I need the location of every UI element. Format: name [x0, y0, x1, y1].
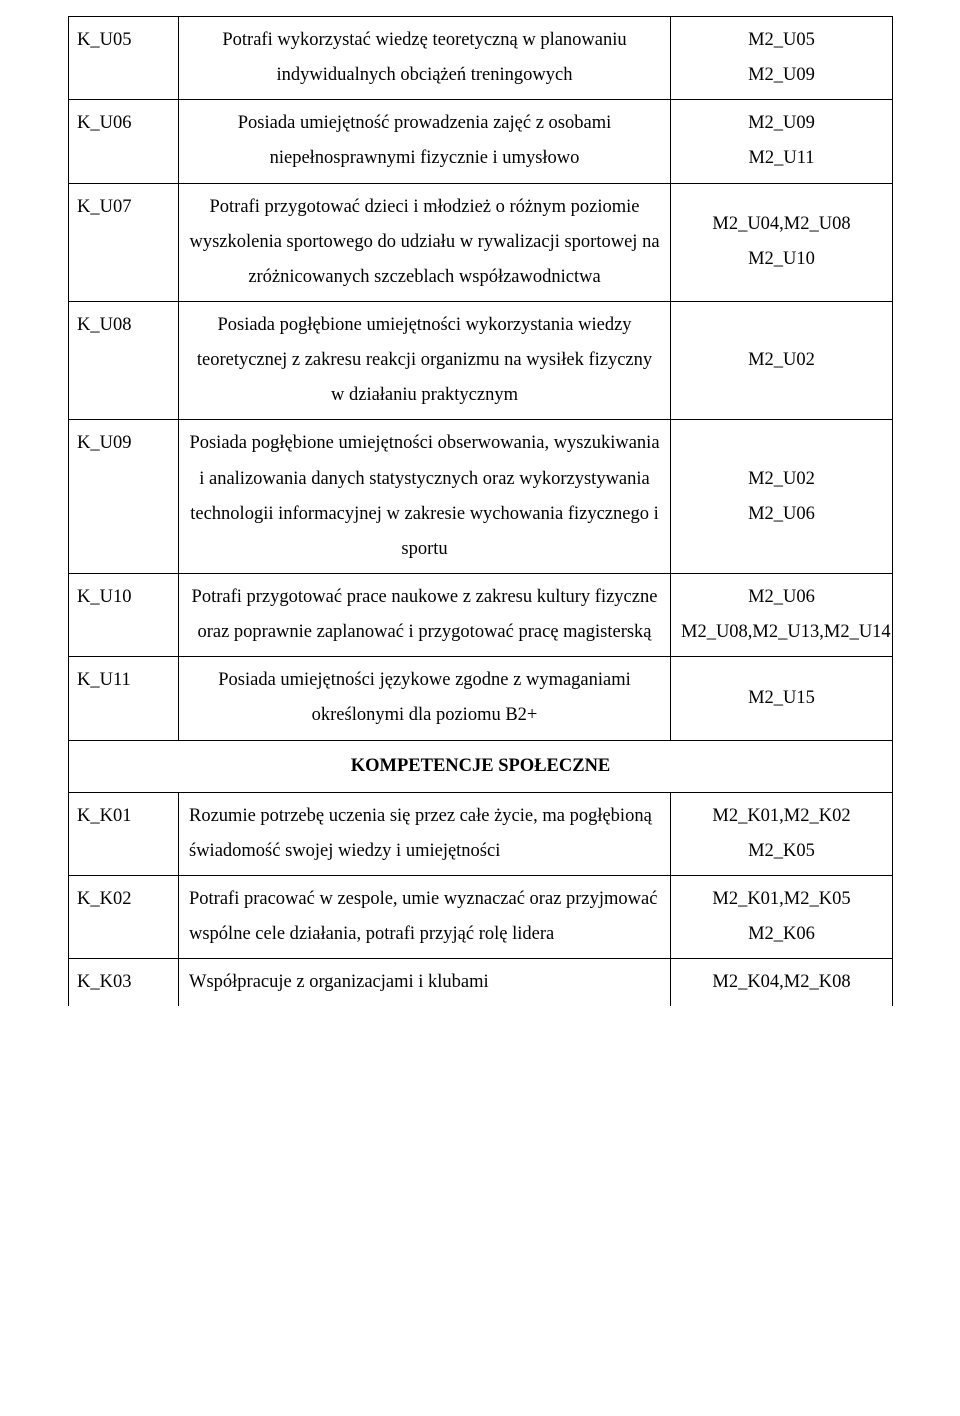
desc-cell: Potrafi wykorzystać wiedzę teoretyczną w…: [179, 17, 671, 100]
desc-cell: Potrafi przygotować dzieci i młodzież o …: [179, 183, 671, 301]
code-cell: K_U09: [69, 420, 179, 574]
desc-cell: Posiada pogłębione umiejętności obserwow…: [179, 420, 671, 574]
desc-cell: Posiada pogłębione umiejętności wykorzys…: [179, 301, 671, 419]
table-row: K_U07 Potrafi przygotować dzieci i młodz…: [69, 183, 893, 301]
code-cell: K_K01: [69, 792, 179, 875]
desc-cell: Potrafi pracować w zespole, umie wyznacz…: [179, 875, 671, 958]
ref-cell: M2_U02M2_U06: [671, 420, 893, 574]
ref-cell: M2_U04,M2_U08M2_U10: [671, 183, 893, 301]
desc-cell: Posiada umiejętności językowe zgodne z w…: [179, 657, 671, 740]
code-cell: K_U06: [69, 100, 179, 183]
code-cell: K_K03: [69, 959, 179, 1007]
table-row: K_U09 Posiada pogłębione umiejętności ob…: [69, 420, 893, 574]
ref-cell: M2_K01,M2_K05M2_K06: [671, 875, 893, 958]
desc-cell: Współpracuje z organizacjami i klubami: [179, 959, 671, 1007]
table-row: K_U06 Posiada umiejętność prowadzenia za…: [69, 100, 893, 183]
ref-cell: M2_U15: [671, 657, 893, 740]
ref-cell: M2_K04,M2_K08: [671, 959, 893, 1007]
section-header: KOMPETENCJE SPOŁECZNE: [69, 740, 893, 792]
table-row: K_U11 Posiada umiejętności językowe zgod…: [69, 657, 893, 740]
ref-cell: M2_U06M2_U08,M2_U13,M2_U14: [671, 573, 893, 656]
code-cell: K_K02: [69, 875, 179, 958]
code-cell: K_U11: [69, 657, 179, 740]
code-cell: K_U10: [69, 573, 179, 656]
table-row: K_U05 Potrafi wykorzystać wiedzę teorety…: [69, 17, 893, 100]
table-row: K_U10 Potrafi przygotować prace naukowe …: [69, 573, 893, 656]
ref-cell: M2_U09M2_U11: [671, 100, 893, 183]
ref-cell: M2_K01,M2_K02M2_K05: [671, 792, 893, 875]
document-page: K_U05 Potrafi wykorzystać wiedzę teorety…: [0, 0, 960, 1416]
outcomes-table: K_U05 Potrafi wykorzystać wiedzę teorety…: [68, 16, 893, 1006]
section-header-row: KOMPETENCJE SPOŁECZNE: [69, 740, 893, 792]
desc-cell: Potrafi przygotować prace naukowe z zakr…: [179, 573, 671, 656]
code-cell: K_U07: [69, 183, 179, 301]
ref-cell: M2_U05M2_U09: [671, 17, 893, 100]
code-cell: K_U05: [69, 17, 179, 100]
ref-cell: M2_U02: [671, 301, 893, 419]
desc-cell: Posiada umiejętność prowadzenia zajęć z …: [179, 100, 671, 183]
code-cell: K_U08: [69, 301, 179, 419]
desc-cell: Rozumie potrzebę uczenia się przez całe …: [179, 792, 671, 875]
table-row: K_K01 Rozumie potrzebę uczenia się przez…: [69, 792, 893, 875]
table-row: K_K03 Współpracuje z organizacjami i klu…: [69, 959, 893, 1007]
table-row: K_U08 Posiada pogłębione umiejętności wy…: [69, 301, 893, 419]
table-row: K_K02 Potrafi pracować w zespole, umie w…: [69, 875, 893, 958]
